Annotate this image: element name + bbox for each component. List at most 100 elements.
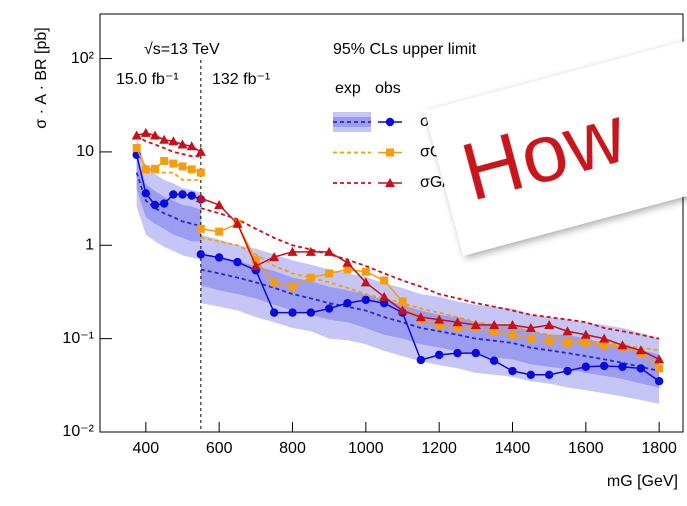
marker [361,267,370,276]
x-tick-label: 1000 [348,440,384,457]
marker [471,348,481,358]
legend-label: σG/ [420,174,447,191]
marker [305,246,316,256]
expected-line [135,151,660,352]
marker [159,134,170,144]
marker [325,269,334,278]
x-tick-label: 1400 [495,440,531,457]
marker [581,362,591,371]
marker [150,200,160,210]
marker [169,159,178,168]
marker [508,366,517,376]
marker [452,317,463,327]
marker [654,377,664,386]
marker [195,146,206,156]
marker [196,224,205,233]
marker [250,260,261,270]
marker [269,251,280,261]
marker [599,333,610,343]
marker [434,350,444,360]
x-tick-label: 1600 [568,440,604,457]
plot-area [131,60,665,432]
energy-label: √s=13 TeV [144,41,220,58]
y-tick-label: 1 [85,236,94,253]
marker [489,356,499,365]
marker [186,141,197,151]
marker [360,277,371,287]
marker [581,338,590,347]
legend-obs-header: obs [375,80,401,97]
marker [160,156,169,165]
marker [545,336,554,345]
marker [617,340,628,350]
marker [195,193,206,203]
marker [324,304,334,313]
expected-line [136,134,660,340]
marker [361,295,371,305]
marker [470,319,481,329]
marker [599,361,609,371]
marker [131,130,142,140]
marker [508,330,517,339]
limit-label: 95% CLs upper limit [333,41,477,58]
x-tick-label: 1800 [641,440,677,457]
x-tick-label: 400 [132,440,159,457]
marker [415,312,426,322]
marker [379,291,390,301]
marker [398,297,407,306]
legend-label: σ [420,113,430,130]
marker [169,190,178,199]
marker [435,320,444,329]
marker [544,370,554,379]
marker [232,218,243,228]
marker [385,117,395,127]
overlay-card: How [424,25,687,256]
y-tick-label: 10² [71,50,95,67]
marker [489,319,500,329]
marker [544,319,555,329]
x-axis-label: mG [GeV] [607,473,678,490]
marker [525,322,536,332]
marker [269,308,279,317]
lumi-high-label: 132 fb⁻¹ [212,71,270,88]
x-tick-label: 800 [279,440,306,457]
marker [178,190,187,199]
marker [636,364,646,373]
marker [490,327,499,336]
marker [306,273,315,282]
marker [288,308,297,317]
marker [141,189,151,198]
expected-line [135,172,660,372]
marker [187,191,196,200]
marker [562,326,573,336]
marker [397,305,408,315]
marker [196,168,205,177]
y-tick-label: 10⁻¹ [62,330,94,347]
marker [187,165,196,174]
marker [159,199,169,208]
x-tick-label: 600 [206,440,233,457]
marker [434,314,445,324]
marker [635,345,646,355]
marker [306,308,316,317]
marker [618,362,627,371]
marker [385,178,395,187]
marker [600,341,609,350]
legend-band [333,117,371,127]
marker [178,162,187,171]
marker [233,257,242,267]
marker [196,250,206,259]
y-tick-label: 10 [76,143,94,160]
marker [526,370,536,379]
marker [214,199,225,209]
marker [343,298,352,308]
marker [416,355,426,365]
marker [140,127,151,137]
marker [288,282,297,291]
marker [453,323,462,332]
marker [215,227,224,236]
marker [287,246,298,256]
marker [655,364,664,373]
